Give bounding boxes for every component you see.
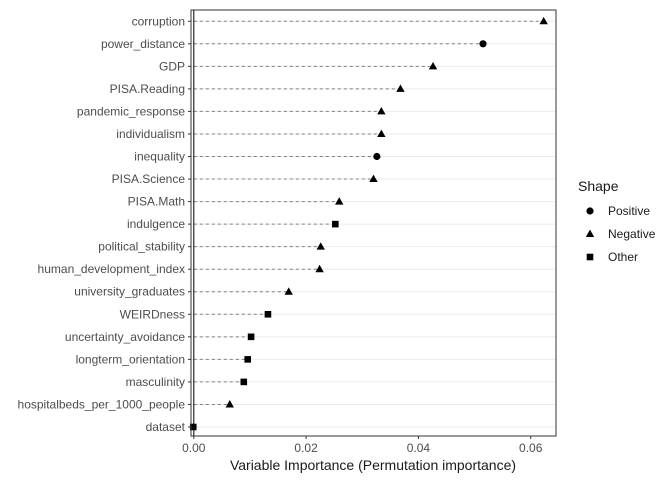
importance-point (225, 400, 234, 408)
y-tick-label: hospitalbeds_per_1000_people (18, 397, 186, 411)
y-tick-label: PISA.Reading (110, 82, 185, 96)
y-tick-label: indulgence (127, 217, 185, 231)
importance-point (244, 356, 252, 363)
importance-point (369, 174, 378, 183)
y-tick-label: individualism (116, 127, 185, 141)
y-tick-label: GDP (159, 59, 185, 73)
legend-label: Other (608, 250, 638, 264)
y-tick-label: WEIRDness (120, 307, 185, 321)
importance-point (332, 220, 339, 228)
y-tick-label: masculinity (126, 375, 185, 389)
importance-point (539, 16, 548, 25)
importance-point (479, 40, 487, 48)
dashed-segments (193, 20, 544, 428)
legend-label: Positive (608, 204, 650, 218)
x-tick-label: 0.02 (294, 441, 318, 455)
legend-title: Shape (578, 178, 619, 194)
importance-point (264, 310, 272, 318)
x-tick-label: 0.06 (519, 441, 543, 455)
grid-lines (191, 20, 556, 428)
importance-point (377, 129, 386, 137)
importance-point (373, 152, 381, 161)
x-tick-label: 0.00 (182, 441, 206, 455)
y-axis: corruption power_distance GDP PISA.Reading p… (18, 14, 191, 434)
importance-point (189, 423, 197, 431)
importance-point (315, 264, 324, 273)
importance-point (247, 333, 255, 341)
importance-point (316, 242, 325, 250)
importance-point (428, 61, 438, 70)
importance-point (377, 107, 386, 115)
legend-marker-other (586, 253, 594, 261)
importance-points (189, 16, 548, 431)
shape-legend: Shape Positive Negative Other (578, 178, 656, 264)
y-tick-label: longterm_orientation (76, 352, 185, 366)
importance-point (335, 197, 344, 205)
legend-marker-negative (585, 229, 595, 237)
y-tick-label: PISA.Math (128, 195, 185, 209)
y-tick-label: pandemic_response (77, 104, 185, 118)
y-tick-label: uncertainty_avoidance (65, 330, 185, 344)
y-tick-label: dataset (146, 420, 186, 434)
panel-border (190, 9, 557, 437)
importance-point (240, 378, 248, 386)
x-tick-label: 0.04 (407, 441, 431, 455)
y-tick-label: university_graduates (74, 285, 185, 299)
legend-label: Negative (608, 227, 656, 241)
y-tick-label: PISA.Science (112, 172, 186, 186)
importance-point (284, 287, 293, 295)
y-tick-label: human_development_index (38, 262, 185, 276)
y-tick-label: political_stability (98, 240, 185, 254)
legend-marker-positive (586, 207, 594, 215)
y-tick-label: corruption (132, 14, 185, 28)
y-tick-label: power_distance (101, 37, 185, 51)
x-axis: 0.00 0.02 0.04 0.06 (182, 436, 543, 455)
y-tick-label: inequality (134, 150, 185, 164)
x-axis-title: Variable Importance (Permutation importa… (230, 457, 516, 473)
importance-point (396, 84, 405, 92)
